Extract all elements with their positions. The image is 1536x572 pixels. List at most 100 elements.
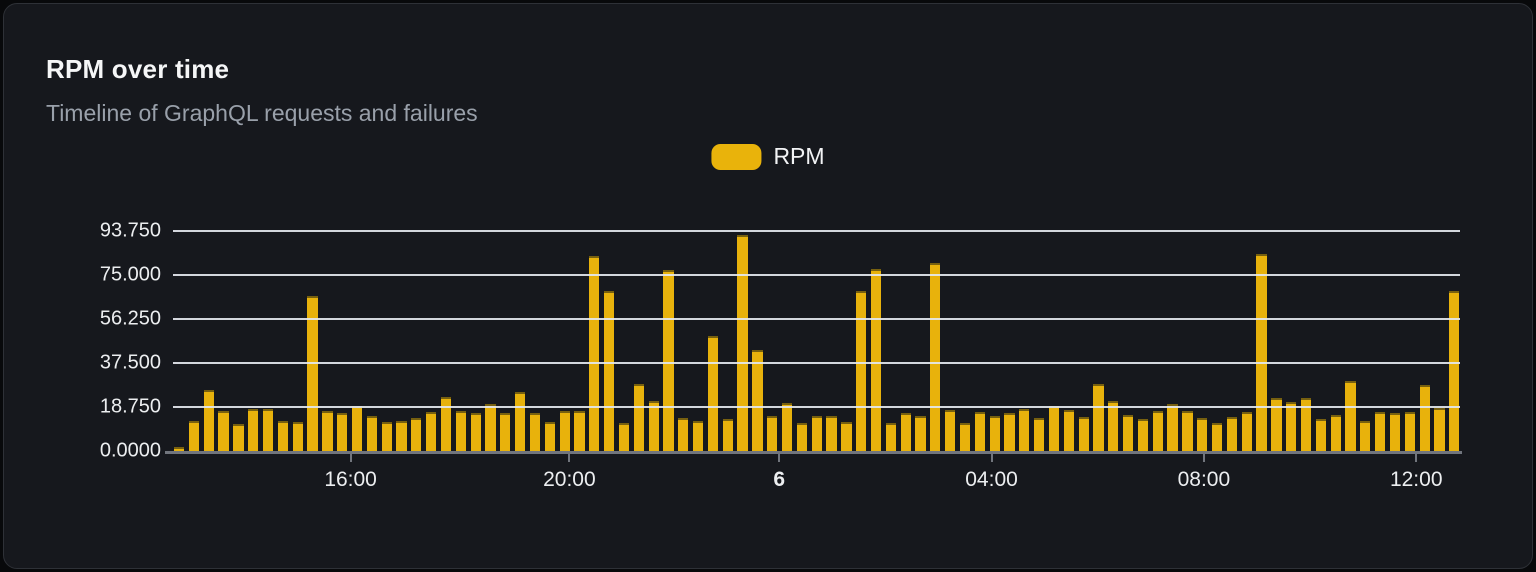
rpm-bar[interactable] — [1449, 291, 1460, 451]
rpm-bar[interactable] — [337, 413, 348, 451]
rpm-bar[interactable] — [841, 421, 852, 451]
rpm-bar[interactable] — [1375, 412, 1386, 451]
rpm-bar[interactable] — [1182, 411, 1193, 451]
rpm-bar[interactable] — [826, 415, 837, 451]
rpm-bar[interactable] — [1330, 414, 1341, 451]
rpm-bar[interactable] — [218, 411, 229, 451]
rpm-bar[interactable] — [292, 421, 303, 451]
rpm-bar[interactable] — [351, 406, 363, 451]
rpm-bar[interactable] — [856, 291, 867, 451]
rpm-bar[interactable] — [1019, 408, 1030, 451]
rpm-bar[interactable] — [618, 422, 630, 451]
legend-item-rpm[interactable]: RPM — [711, 143, 825, 170]
rpm-bar[interactable] — [1419, 385, 1430, 451]
rpm-bar[interactable] — [692, 420, 704, 451]
rpm-bar[interactable] — [1108, 400, 1119, 451]
y-axis-label: 37.500 — [99, 351, 161, 374]
rpm-bar[interactable] — [1241, 412, 1252, 451]
y-axis-label: 75.000 — [99, 263, 161, 286]
rpm-bar[interactable] — [1434, 407, 1445, 451]
x-axis-label: 16:00 — [324, 468, 377, 491]
rpm-bar[interactable] — [915, 415, 926, 451]
rpm-bar[interactable] — [262, 408, 274, 451]
rpm-bar[interactable] — [959, 422, 971, 451]
rpm-bar[interactable] — [604, 291, 615, 451]
rpm-bar[interactable] — [426, 412, 437, 451]
rpm-bar[interactable] — [455, 411, 466, 451]
rpm-bar[interactable] — [663, 270, 674, 451]
rpm-bar[interactable] — [989, 415, 1000, 451]
rpm-bar[interactable] — [1063, 409, 1074, 451]
rpm-bar[interactable] — [1048, 406, 1060, 451]
rpm-bar[interactable] — [500, 413, 511, 451]
rpm-bar[interactable] — [559, 411, 570, 451]
rpm-bar[interactable] — [396, 420, 407, 451]
rpm-bar[interactable] — [1345, 380, 1356, 451]
rpm-bar[interactable] — [1167, 404, 1178, 451]
rpm-bar[interactable] — [767, 415, 778, 451]
rpm-bar[interactable] — [1271, 398, 1282, 451]
rpm-bar[interactable] — [1078, 416, 1089, 451]
legend-label: RPM — [773, 143, 825, 169]
rpm-bar[interactable] — [722, 419, 733, 451]
rpm-bar[interactable] — [203, 390, 214, 451]
gridline — [173, 318, 1460, 320]
x-axis-label: 6 — [773, 468, 786, 491]
rpm-bar[interactable] — [188, 420, 200, 451]
rpm-bar[interactable] — [1389, 413, 1401, 451]
rpm-bar[interactable] — [366, 415, 377, 451]
rpm-bar[interactable] — [870, 269, 882, 451]
rpm-bar[interactable] — [930, 263, 941, 451]
rpm-bar[interactable] — [781, 402, 793, 451]
rpm-bar[interactable] — [1404, 412, 1415, 451]
rpm-bar[interactable] — [1211, 422, 1223, 451]
x-axis-label: 04:00 — [965, 468, 1018, 491]
rpm-bar[interactable] — [885, 422, 896, 451]
rpm-bar[interactable] — [1256, 253, 1267, 451]
rpm-bar[interactable] — [974, 412, 985, 451]
rpm-bar[interactable] — [707, 336, 719, 451]
gridline — [173, 274, 1460, 276]
plot-area[interactable] — [173, 230, 1460, 451]
rpm-bar[interactable] — [1152, 411, 1163, 451]
rpm-bar[interactable] — [648, 400, 659, 451]
rpm-bar[interactable] — [633, 384, 644, 451]
rpm-bar[interactable] — [1286, 401, 1297, 451]
rpm-bar[interactable] — [737, 235, 748, 451]
rpm-bar[interactable] — [381, 421, 392, 451]
rpm-bar[interactable] — [1300, 398, 1312, 451]
rpm-bar[interactable] — [796, 422, 808, 451]
rpm-bar[interactable] — [574, 411, 585, 451]
rpm-bar[interactable] — [515, 392, 526, 451]
rpm-bar[interactable] — [1360, 420, 1371, 451]
x-axis-tick — [349, 453, 352, 462]
rpm-bar[interactable] — [900, 413, 911, 451]
rpm-bar[interactable] — [945, 409, 956, 451]
rpm-bar[interactable] — [485, 404, 496, 451]
rpm-bar[interactable] — [307, 296, 318, 451]
chart-subtitle: Timeline of GraphQL requests and failure… — [46, 100, 478, 126]
rpm-bar[interactable] — [1093, 384, 1104, 451]
rpm-bar[interactable] — [322, 411, 333, 451]
rpm-bar[interactable] — [1123, 414, 1134, 451]
rpm-bar[interactable] — [529, 413, 541, 451]
rpm-bar[interactable] — [1197, 418, 1208, 451]
rpm-bar[interactable] — [174, 447, 185, 451]
rpm-bar[interactable] — [1226, 416, 1238, 451]
rpm-bar[interactable] — [1034, 418, 1045, 451]
rpm-bar[interactable] — [470, 413, 481, 451]
rpm-bar[interactable] — [589, 256, 600, 451]
rpm-bar[interactable] — [440, 397, 452, 451]
rpm-bar[interactable] — [1315, 419, 1326, 451]
rpm-bar[interactable] — [678, 418, 689, 451]
rpm-bar[interactable] — [277, 420, 289, 451]
rpm-bar[interactable] — [248, 408, 259, 451]
rpm-bar[interactable] — [544, 421, 555, 451]
rpm-bar[interactable] — [411, 418, 422, 451]
rpm-bar[interactable] — [1137, 419, 1149, 451]
x-axis-tick — [1415, 453, 1418, 462]
rpm-bar[interactable] — [811, 415, 822, 451]
rpm-bar[interactable] — [752, 350, 763, 451]
rpm-bar[interactable] — [1004, 413, 1015, 451]
rpm-bar[interactable] — [233, 424, 244, 451]
